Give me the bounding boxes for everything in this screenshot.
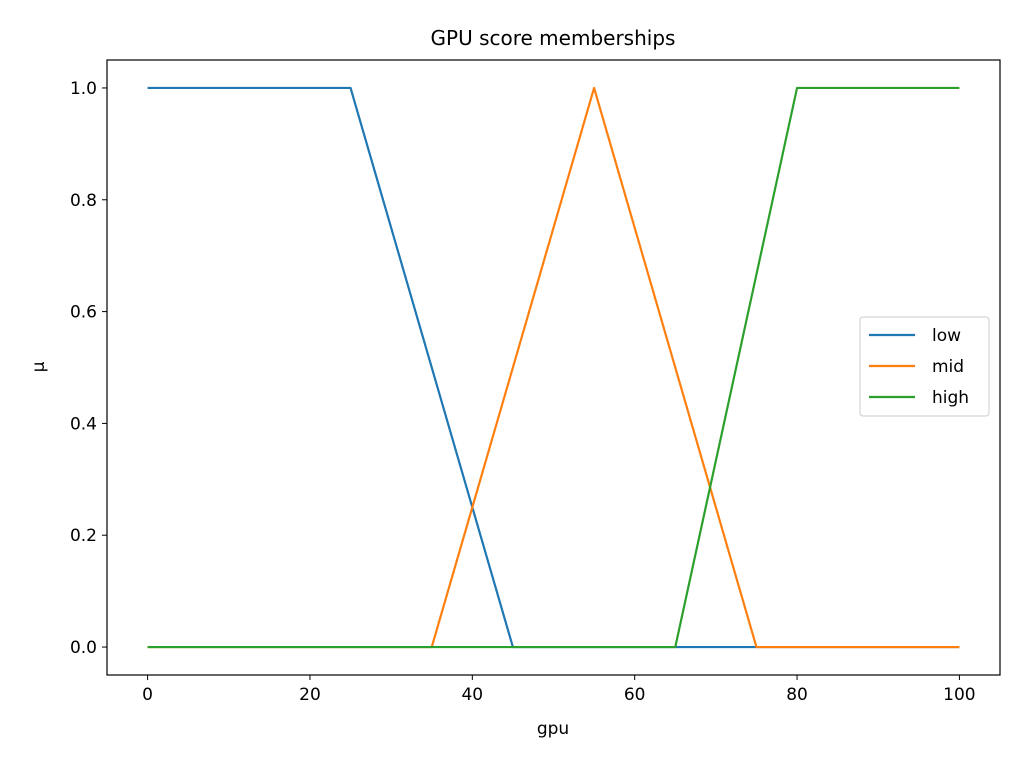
x-tick-label: 40 [461, 685, 483, 705]
legend: low mid high [859, 316, 990, 417]
x-axis: 0 20 40 60 80 100 [142, 675, 976, 705]
series-line-low [147, 86, 960, 649]
legend-label: low [932, 326, 961, 346]
y-tick-label: 0.4 [70, 414, 97, 434]
x-axis-label: gpu [537, 719, 569, 739]
chart-title: GPU score memberships [431, 26, 676, 50]
x-tick-label: 20 [299, 685, 321, 705]
legend-item-low: low [869, 326, 961, 346]
y-tick-label: 0.6 [70, 303, 97, 323]
y-tick-label: 0.0 [70, 638, 97, 658]
y-tick-label: 0.2 [70, 526, 97, 546]
series-line-high [147, 86, 960, 649]
legend-item-mid: mid [869, 357, 964, 377]
y-tick-label: 0.8 [70, 191, 97, 211]
y-axis-label: μ [29, 361, 49, 372]
legend-box [859, 316, 990, 417]
y-axis: 0.0 0.2 0.4 0.6 0.8 1.0 [70, 79, 107, 658]
legend-label: mid [932, 357, 964, 377]
plot-area [147, 86, 960, 649]
x-tick-label: 80 [786, 685, 808, 705]
x-tick-label: 0 [142, 685, 153, 705]
legend-label: high [932, 388, 969, 408]
x-tick-label: 60 [624, 685, 646, 705]
y-tick-label: 1.0 [70, 79, 97, 99]
series-line-mid [147, 86, 960, 649]
x-tick-label: 100 [943, 685, 975, 705]
legend-item-high: high [869, 388, 969, 408]
plot-frame [106, 59, 1001, 676]
